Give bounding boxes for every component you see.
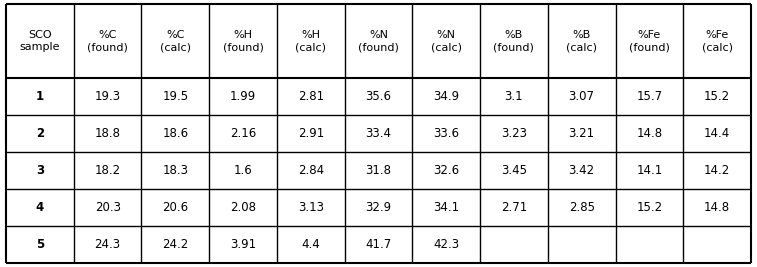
Text: 14.8: 14.8 [637, 127, 662, 140]
Text: 14.8: 14.8 [704, 201, 731, 214]
Text: %N
(found): %N (found) [358, 30, 399, 52]
Text: 3.13: 3.13 [298, 201, 324, 214]
Text: 3.21: 3.21 [569, 127, 595, 140]
Text: 18.2: 18.2 [95, 164, 120, 177]
Text: 14.4: 14.4 [704, 127, 731, 140]
Text: 2.08: 2.08 [230, 201, 256, 214]
Text: 32.9: 32.9 [366, 201, 391, 214]
Text: 24.2: 24.2 [162, 238, 188, 251]
Text: 3.45: 3.45 [501, 164, 527, 177]
Text: 2.16: 2.16 [230, 127, 256, 140]
Text: 20.6: 20.6 [162, 201, 188, 214]
Text: %N
(calc): %N (calc) [431, 30, 462, 52]
Text: 34.1: 34.1 [433, 201, 459, 214]
Text: 18.8: 18.8 [95, 127, 120, 140]
Text: 3.91: 3.91 [230, 238, 256, 251]
Text: 3.07: 3.07 [569, 90, 595, 103]
Text: 15.7: 15.7 [637, 90, 662, 103]
Text: %H
(found): %H (found) [223, 30, 263, 52]
Text: 14.1: 14.1 [636, 164, 662, 177]
Text: 15.2: 15.2 [704, 90, 731, 103]
Text: 18.6: 18.6 [162, 127, 188, 140]
Text: %B
(calc): %B (calc) [566, 30, 597, 52]
Text: %B
(found): %B (found) [494, 30, 534, 52]
Text: 15.2: 15.2 [637, 201, 662, 214]
Text: 33.4: 33.4 [366, 127, 391, 140]
Text: 4.4: 4.4 [301, 238, 320, 251]
Text: 2: 2 [36, 127, 44, 140]
Text: 32.6: 32.6 [433, 164, 459, 177]
Text: 3.42: 3.42 [569, 164, 595, 177]
Text: 1: 1 [36, 90, 44, 103]
Text: 42.3: 42.3 [433, 238, 459, 251]
Text: 33.6: 33.6 [433, 127, 459, 140]
Text: 31.8: 31.8 [366, 164, 391, 177]
Text: 19.3: 19.3 [95, 90, 120, 103]
Text: 41.7: 41.7 [366, 238, 391, 251]
Text: %C
(calc): %C (calc) [160, 30, 191, 52]
Text: 4: 4 [36, 201, 44, 214]
Text: 3.23: 3.23 [501, 127, 527, 140]
Text: 2.84: 2.84 [298, 164, 324, 177]
Text: 1.6: 1.6 [234, 164, 252, 177]
Text: 2.71: 2.71 [501, 201, 527, 214]
Text: 2.81: 2.81 [298, 90, 324, 103]
Text: 2.85: 2.85 [569, 201, 595, 214]
Text: %C
(found): %C (found) [87, 30, 128, 52]
Text: 24.3: 24.3 [95, 238, 120, 251]
Text: 5: 5 [36, 238, 44, 251]
Text: 35.6: 35.6 [366, 90, 391, 103]
Text: 3: 3 [36, 164, 44, 177]
Text: 18.3: 18.3 [162, 164, 188, 177]
Text: 14.2: 14.2 [704, 164, 731, 177]
Text: SCO
sample: SCO sample [20, 30, 60, 52]
Text: %Fe
(calc): %Fe (calc) [702, 30, 733, 52]
Text: 34.9: 34.9 [433, 90, 459, 103]
Text: 2.91: 2.91 [298, 127, 324, 140]
Text: 3.1: 3.1 [505, 90, 523, 103]
Text: 19.5: 19.5 [162, 90, 188, 103]
Text: 20.3: 20.3 [95, 201, 120, 214]
Text: 1.99: 1.99 [230, 90, 256, 103]
Text: %Fe
(found): %Fe (found) [629, 30, 670, 52]
Text: %H
(calc): %H (calc) [295, 30, 326, 52]
